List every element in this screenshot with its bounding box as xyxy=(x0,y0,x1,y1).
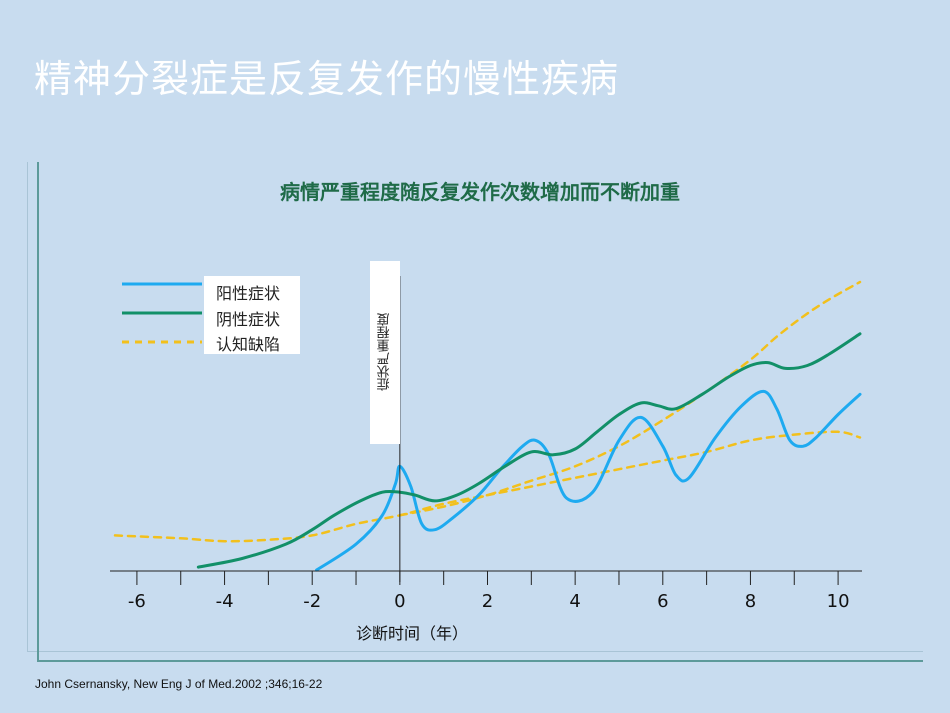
chart-title: 病情严重程度随反复发作次数增加而不断加重 xyxy=(280,180,680,204)
x-axis-title: 诊断时间（年） xyxy=(356,624,469,643)
series-layer xyxy=(113,280,862,572)
legend-label-positive: 阳性症状 xyxy=(216,284,281,303)
legend-label-cognitive: 认知缺陷 xyxy=(216,335,281,354)
x-tick-label: -4 xyxy=(216,591,234,612)
series-line-2 xyxy=(113,430,862,543)
x-tick-label: 6 xyxy=(657,591,668,612)
x-tick-label: 2 xyxy=(482,591,493,612)
y-axis-label: 症状严重程度 xyxy=(377,313,393,392)
citation: John Csernansky, New Eng J of Med.2002 ;… xyxy=(35,677,323,691)
x-axis: -6 -4 -2 0 2 4 6 8 10 xyxy=(110,570,862,612)
frame-line-inner-bottom xyxy=(27,651,923,652)
x-tick-label: 10 xyxy=(827,591,850,612)
series-line-0 xyxy=(315,389,862,572)
frame-line-bottom xyxy=(37,660,923,662)
legend-swatches xyxy=(122,282,202,344)
legend-box xyxy=(204,276,300,354)
series-line-1 xyxy=(196,332,862,569)
x-tick-label: 0 xyxy=(394,591,405,612)
x-tick-label: -2 xyxy=(303,591,321,612)
series-line-3 xyxy=(398,280,862,517)
frame-line-left xyxy=(37,162,39,662)
frame-line-inner-left xyxy=(27,162,28,652)
x-tick-label: 8 xyxy=(745,591,756,612)
legend-label-negative: 阴性症状 xyxy=(216,310,281,329)
x-tick-label: 4 xyxy=(569,591,580,612)
slide-title: 精神分裂症是反复发作的慢性疾病 xyxy=(34,57,620,101)
y-axis-label-box xyxy=(370,261,400,444)
x-tick-label: -6 xyxy=(128,591,146,612)
